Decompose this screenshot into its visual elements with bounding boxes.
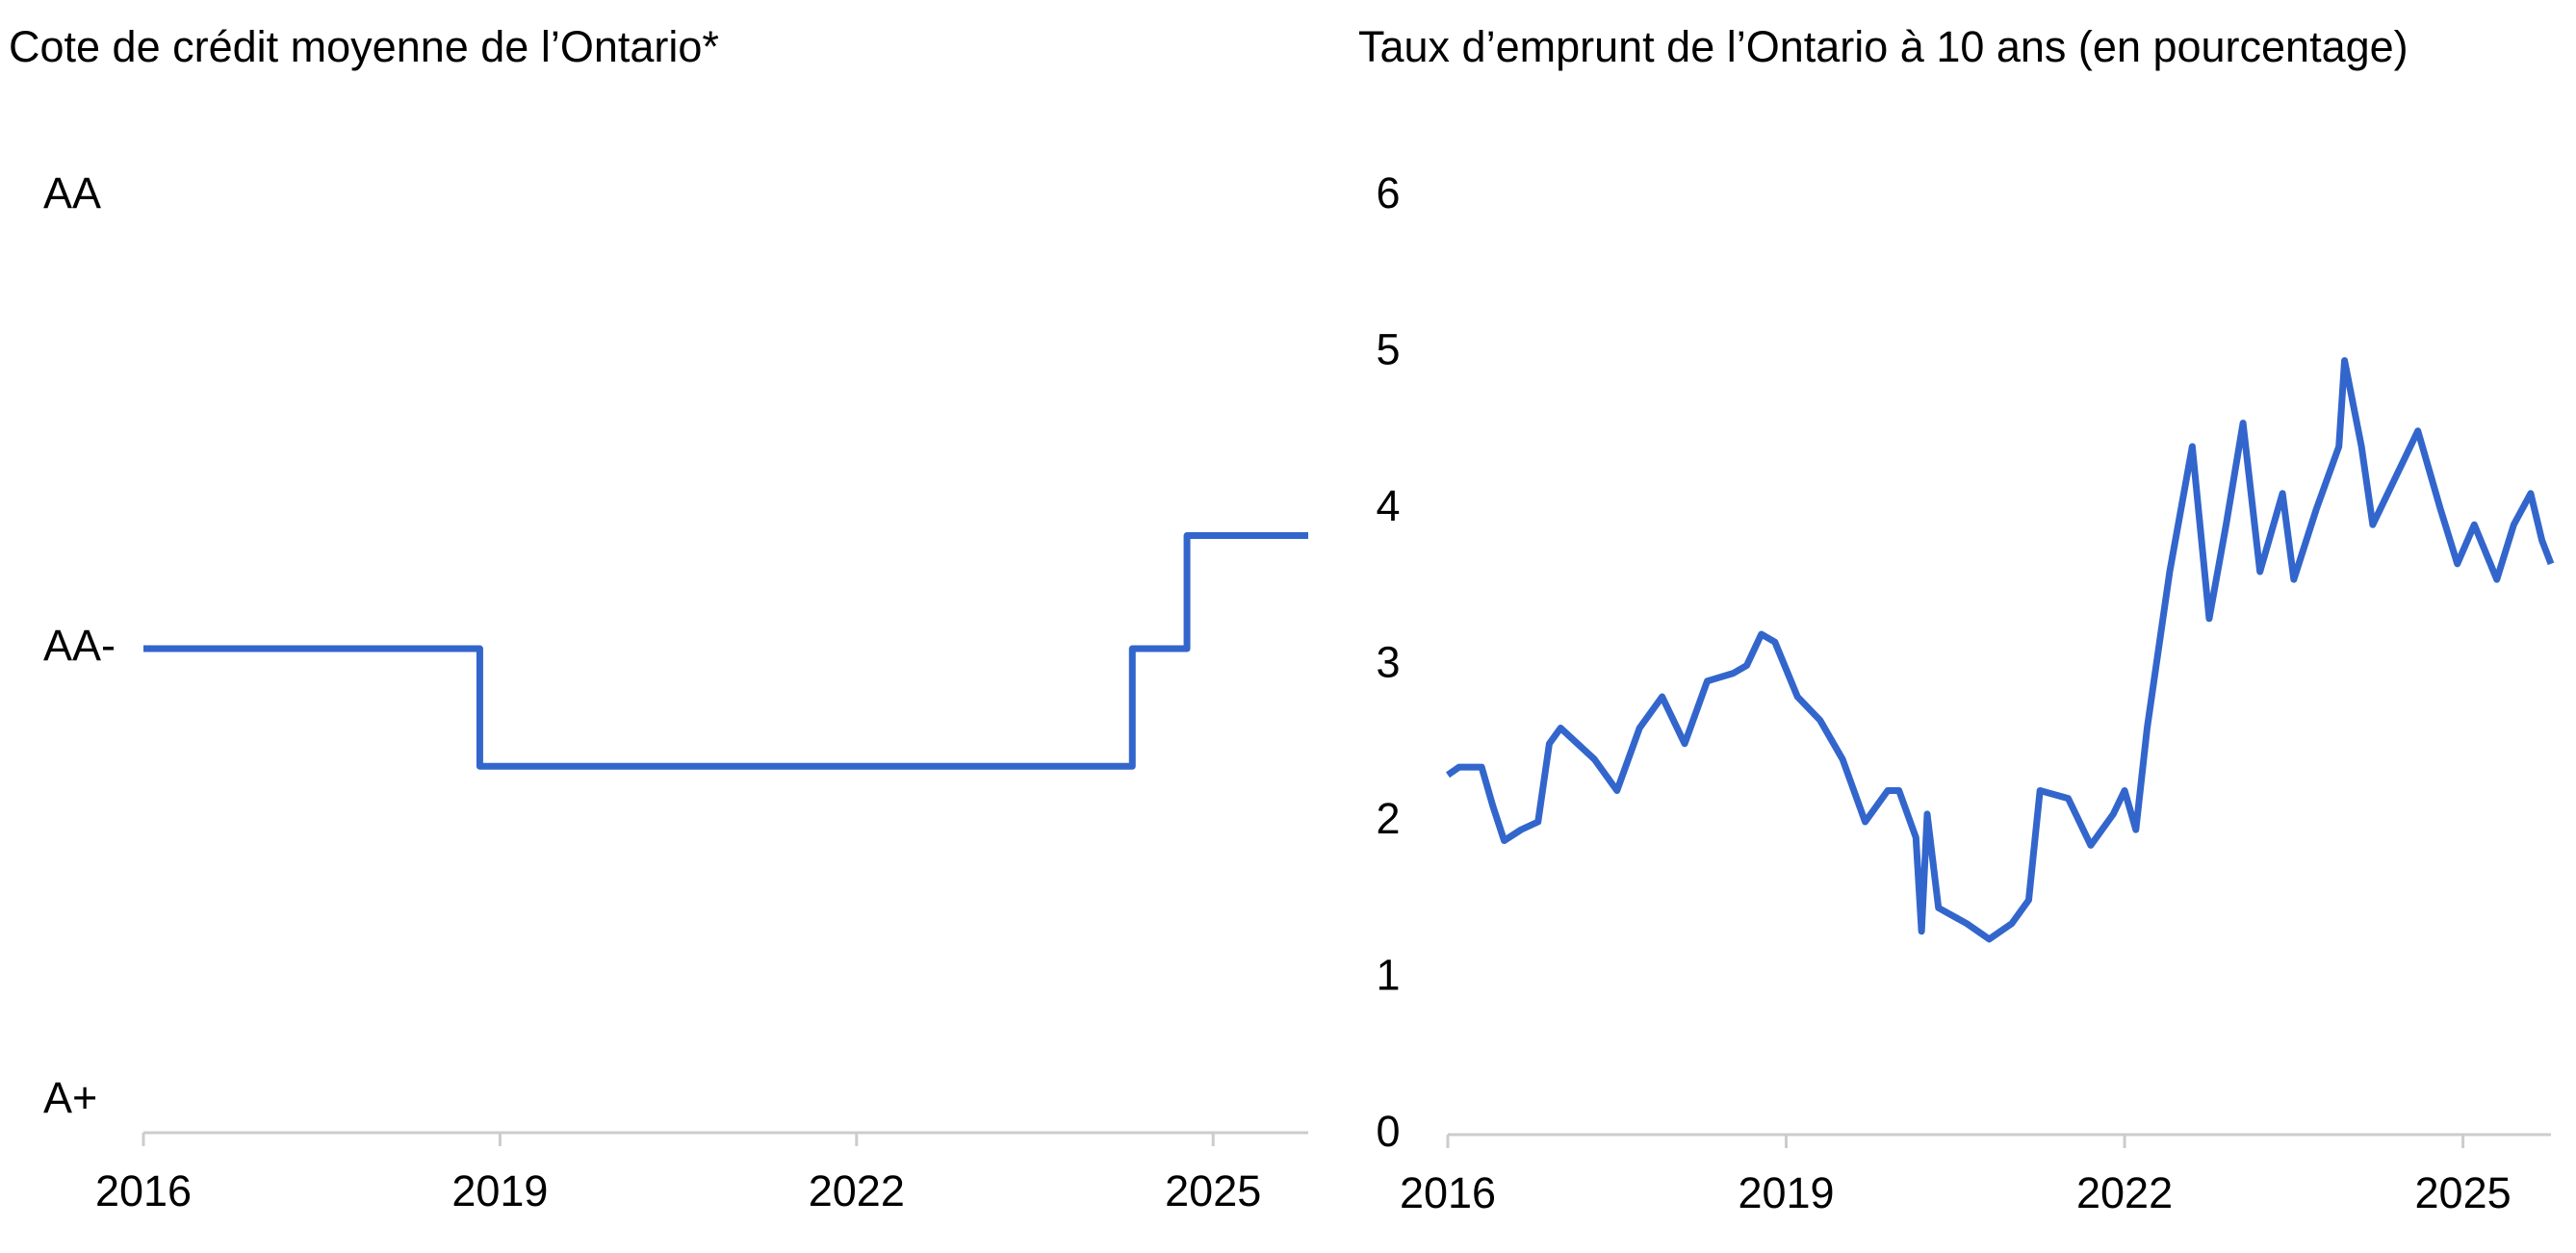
y-tick-label: AA: [43, 168, 101, 217]
y-tick-label: 6: [1376, 168, 1400, 217]
x-tick-label: 2025: [1165, 1166, 1261, 1215]
x-tick-label: 2022: [2076, 1168, 2173, 1217]
y-tick-label: 1: [1376, 950, 1400, 999]
data-line: [143, 532, 1308, 770]
y-tick-label: 5: [1376, 324, 1400, 373]
x-tick-label: 2019: [451, 1166, 548, 1215]
y-tick-label: 4: [1376, 481, 1400, 530]
y-tick-label: A+: [43, 1073, 97, 1122]
data-line: [1446, 357, 2555, 943]
y-tick-label: AA-: [43, 621, 116, 670]
y-tick-label: 2: [1376, 794, 1400, 843]
chart-title: Cote de crédit moyenne de l’Ontario*: [9, 22, 719, 71]
y-tick-label: 3: [1376, 637, 1400, 686]
x-tick-label: 2019: [1738, 1168, 1834, 1217]
x-tick-label: 2016: [1400, 1168, 1496, 1217]
x-tick-label: 2025: [2415, 1168, 2512, 1217]
x-tick-label: 2022: [809, 1166, 905, 1215]
chart-title: Taux d’emprunt de l’Ontario à 10 ans (en…: [1358, 22, 2409, 71]
y-tick-label: 0: [1376, 1107, 1400, 1156]
x-tick-label: 2016: [95, 1166, 192, 1215]
